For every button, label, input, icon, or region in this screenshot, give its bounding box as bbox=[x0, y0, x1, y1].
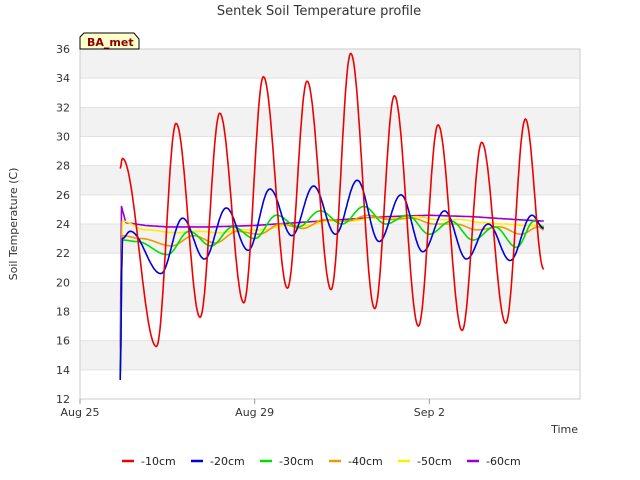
y-tick-label: 30 bbox=[56, 131, 70, 144]
y-tick-label: 22 bbox=[56, 247, 70, 260]
y-tick-label: 16 bbox=[56, 335, 70, 348]
y-axis-ticks: 12 14 16 18 20 22 24 26 28 30 32 34 36 bbox=[56, 43, 70, 406]
grid-band bbox=[80, 136, 580, 166]
grid-band bbox=[80, 49, 580, 79]
x-tick-label: Sep 2 bbox=[414, 406, 445, 419]
y-tick-label: 20 bbox=[56, 276, 70, 289]
y-tick-label: 26 bbox=[56, 189, 70, 202]
series-layer bbox=[119, 52, 545, 381]
chart-title: Sentek Soil Temperature profile bbox=[217, 4, 421, 19]
x-axis-label: Time bbox=[550, 423, 578, 436]
legend-label: -60cm bbox=[486, 455, 521, 468]
grid-band bbox=[80, 340, 580, 370]
grid-band bbox=[80, 78, 580, 108]
grid-band bbox=[80, 311, 580, 341]
legend: -10cm -20cm -30cm -40cm -50cm -60cm bbox=[122, 455, 521, 468]
y-tick-label: 24 bbox=[56, 218, 70, 231]
grid-band bbox=[80, 107, 580, 137]
y-tick-label: 32 bbox=[56, 101, 70, 114]
grid-band bbox=[80, 165, 580, 195]
y-tick-label: 12 bbox=[56, 393, 70, 406]
badge-label: BA_met bbox=[87, 36, 134, 49]
y-axis-label: Soil Temperature (C) bbox=[7, 168, 20, 281]
legend-label: -50cm bbox=[417, 455, 452, 468]
legend-label: -40cm bbox=[348, 455, 383, 468]
grid-band bbox=[80, 369, 580, 399]
x-axis-ticks: Aug 25 Aug 29 Sep 2 bbox=[61, 399, 445, 419]
y-tick-label: 18 bbox=[56, 306, 70, 319]
series-line-20cm bbox=[119, 179, 544, 381]
station-badge: BA_met bbox=[79, 32, 140, 50]
legend-label: -10cm bbox=[141, 455, 176, 468]
y-tick-label: 34 bbox=[56, 72, 70, 85]
y-tick-label: 14 bbox=[56, 364, 70, 377]
series-line-10cm bbox=[119, 52, 545, 348]
grid-band bbox=[80, 253, 580, 283]
y-tick-label: 36 bbox=[56, 43, 70, 56]
legend-label: -30cm bbox=[279, 455, 314, 468]
x-tick-label: Aug 25 bbox=[61, 406, 100, 419]
x-tick-label: Aug 29 bbox=[235, 406, 274, 419]
legend-label: -20cm bbox=[210, 455, 245, 468]
y-tick-label: 28 bbox=[56, 160, 70, 173]
plot-area-border bbox=[79, 48, 581, 400]
